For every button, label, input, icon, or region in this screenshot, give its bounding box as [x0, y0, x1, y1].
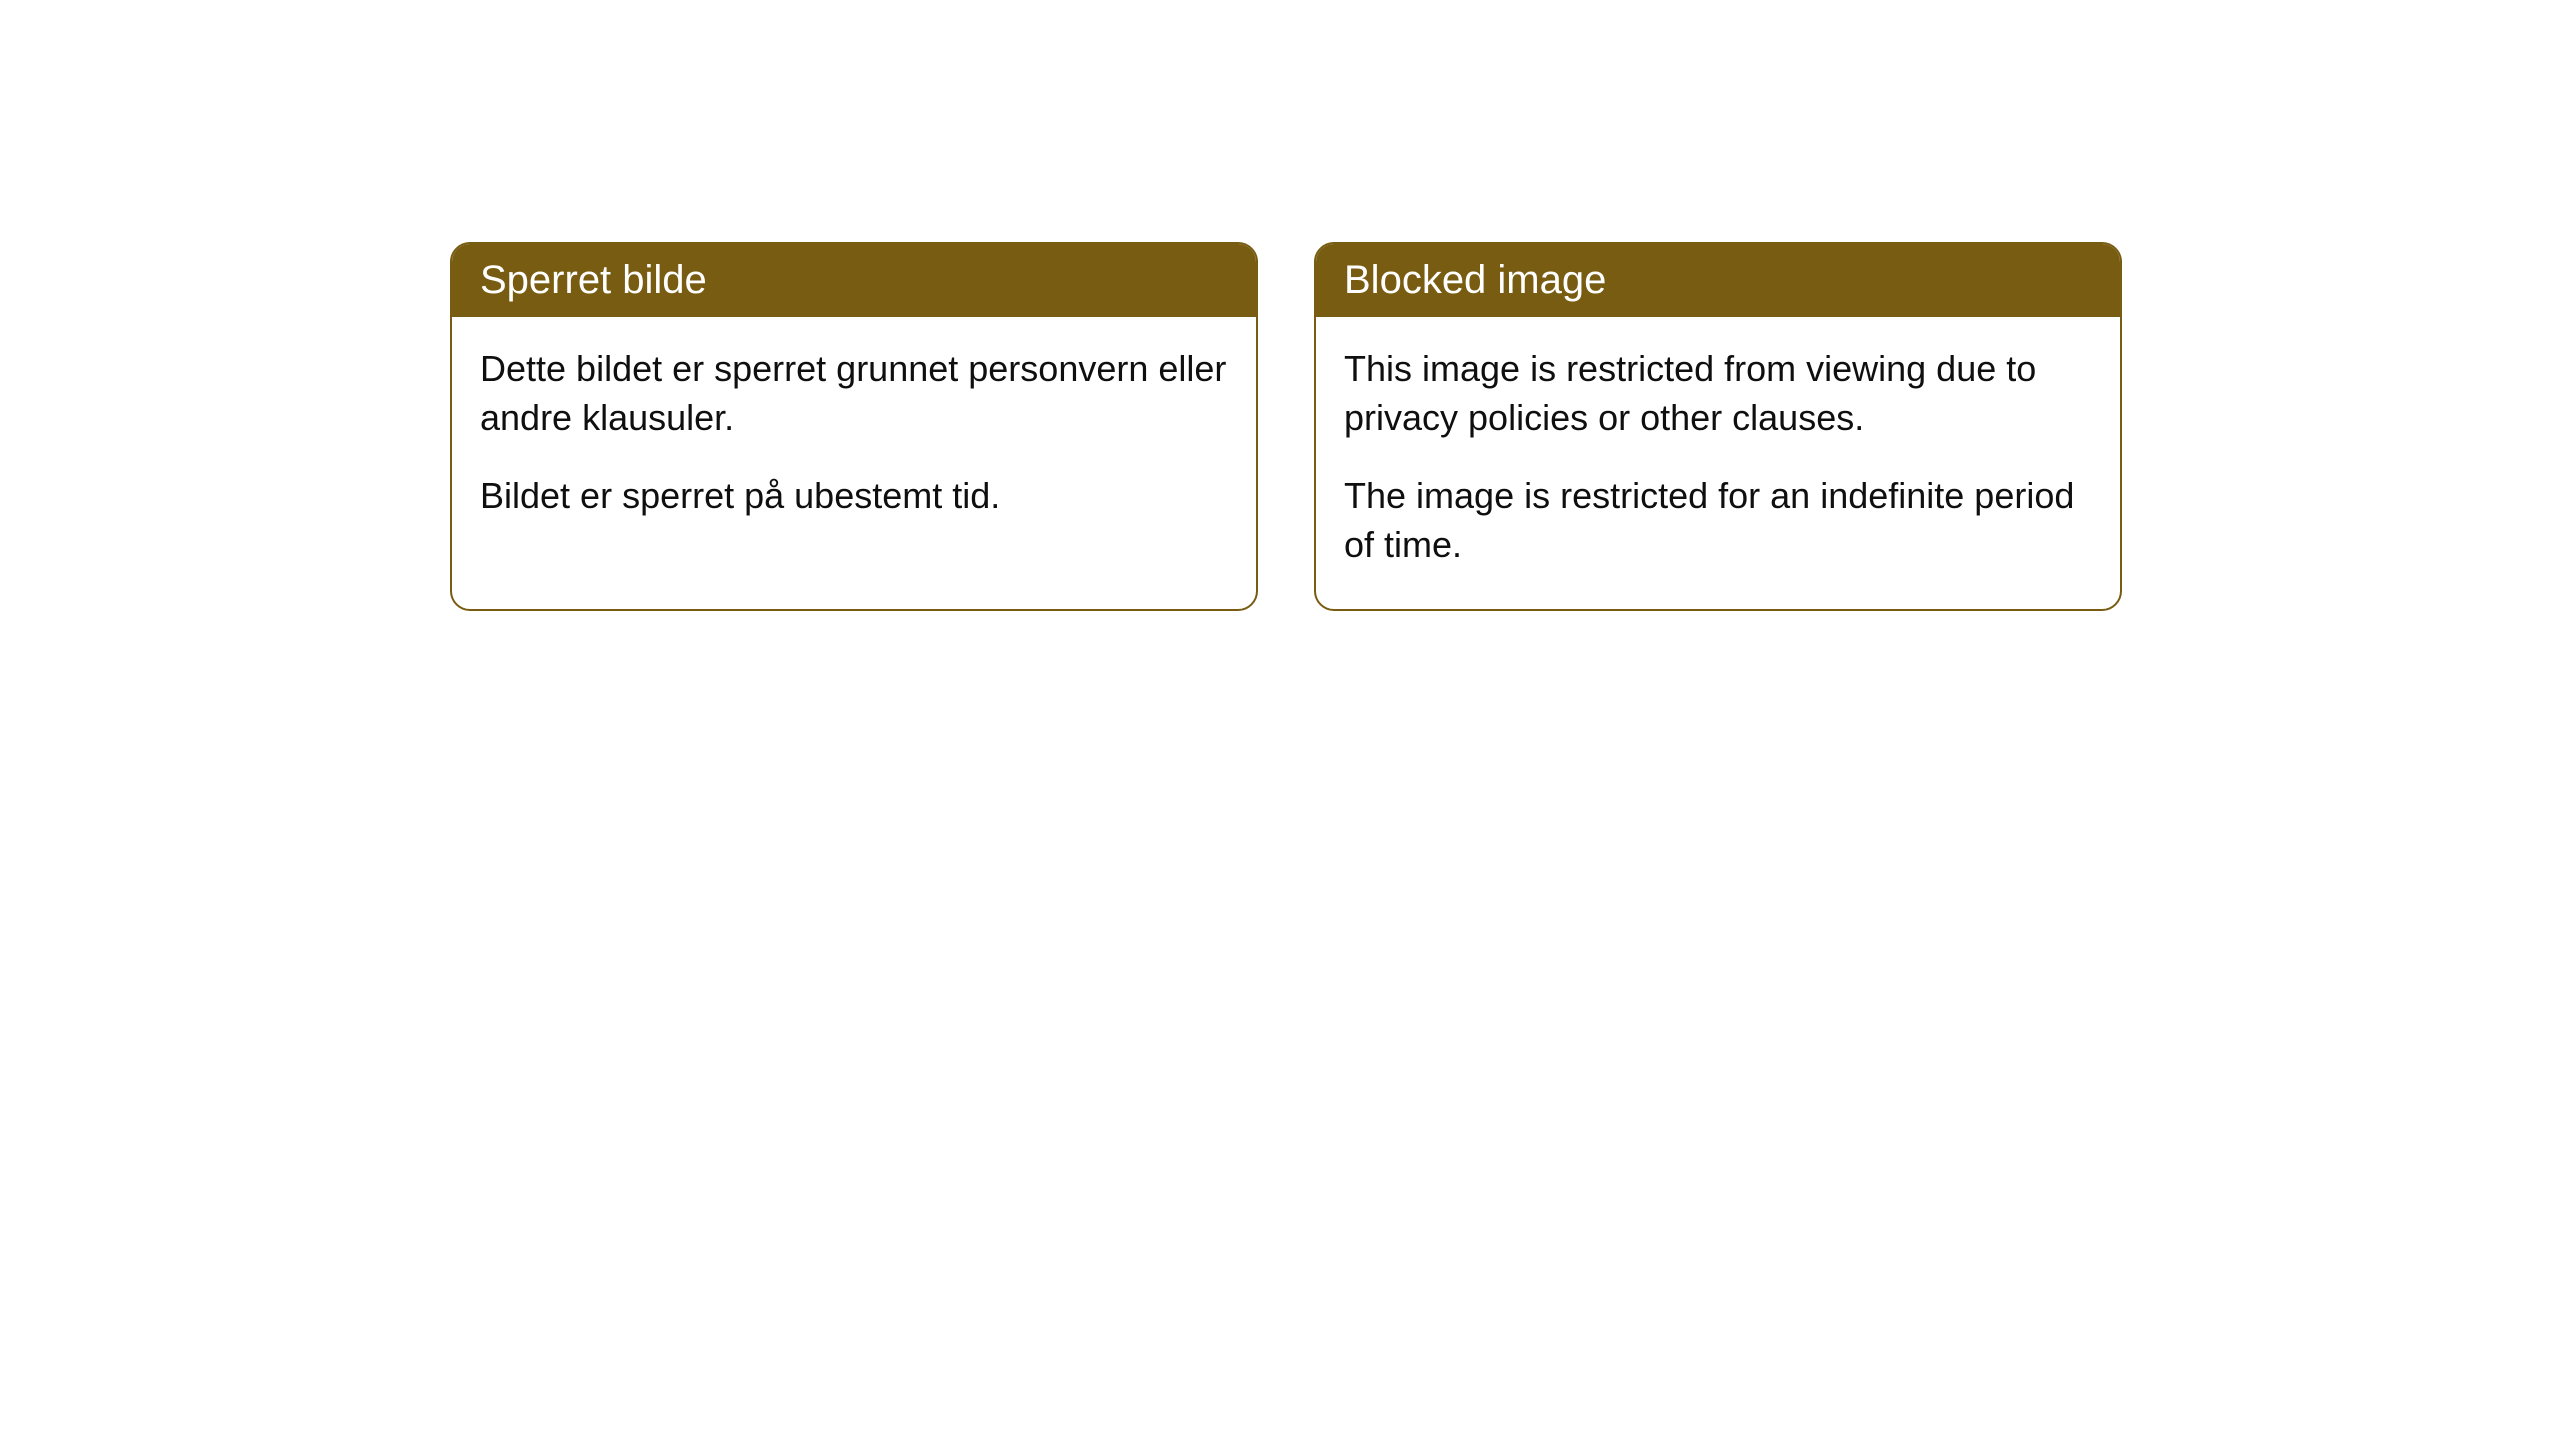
card-title: Sperret bilde — [480, 258, 707, 302]
notice-card-norwegian: Sperret bilde Dette bildet er sperret gr… — [450, 242, 1258, 611]
card-paragraph-1: This image is restricted from viewing du… — [1344, 345, 2092, 442]
notice-container: Sperret bilde Dette bildet er sperret gr… — [450, 242, 2122, 611]
card-paragraph-1: Dette bildet er sperret grunnet personve… — [480, 345, 1228, 442]
card-paragraph-2: The image is restricted for an indefinit… — [1344, 472, 2092, 569]
notice-card-english: Blocked image This image is restricted f… — [1314, 242, 2122, 611]
card-header: Blocked image — [1316, 244, 2120, 317]
card-body: Dette bildet er sperret grunnet personve… — [452, 317, 1256, 561]
card-paragraph-2: Bildet er sperret på ubestemt tid. — [480, 472, 1228, 521]
card-title: Blocked image — [1344, 258, 1606, 302]
card-body: This image is restricted from viewing du… — [1316, 317, 2120, 609]
card-header: Sperret bilde — [452, 244, 1256, 317]
